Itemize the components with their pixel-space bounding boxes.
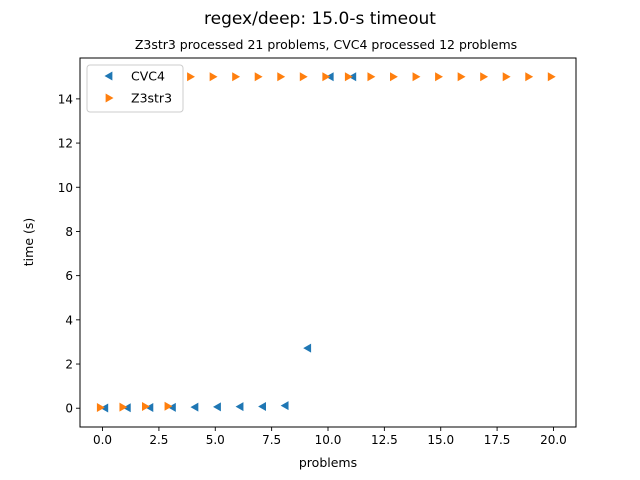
y-tick-label: 12	[58, 137, 73, 151]
x-tick-label: 10.0	[315, 433, 342, 447]
series-z3str3	[96, 72, 556, 413]
data-point	[254, 72, 263, 82]
legend-marker	[105, 93, 114, 103]
data-point	[190, 402, 199, 412]
data-point	[435, 72, 443, 82]
y-axis: 0 2 4 6 8 10 12 14	[58, 92, 80, 416]
y-tick-label: 4	[65, 313, 73, 327]
data-point	[187, 72, 195, 82]
x-tick-label: 20.0	[540, 433, 567, 447]
data-point	[145, 403, 154, 413]
data-point	[235, 402, 244, 412]
x-tick-label: 2.5	[149, 433, 168, 447]
data-point	[213, 402, 221, 412]
x-axis: 0.0 2.5 5.0 7.5 10.0 12.5 15.0 17.5 20.0	[93, 427, 567, 447]
y-tick-label: 6	[65, 269, 73, 283]
series-cvc4	[100, 72, 357, 413]
data-point	[303, 343, 312, 353]
data-point	[412, 72, 421, 82]
data-point	[277, 72, 286, 82]
x-tick-label: 15.0	[427, 433, 454, 447]
plot-frame	[79, 57, 577, 428]
data-point	[232, 72, 241, 82]
plot-area	[96, 72, 556, 413]
data-point	[547, 72, 556, 82]
data-point	[390, 72, 398, 82]
data-point	[142, 401, 150, 411]
x-tick-label: 12.5	[371, 433, 398, 447]
legend-label: CVC4	[131, 69, 165, 84]
y-tick-label: 14	[58, 92, 73, 106]
x-tick-label: 17.5	[484, 433, 511, 447]
data-point	[164, 401, 173, 411]
y-tick-label: 2	[65, 358, 73, 372]
data-point	[344, 72, 353, 82]
data-point	[525, 72, 534, 82]
data-point	[457, 72, 466, 82]
chart-subtitle: Z3str3 processed 21 problems, CVC4 proce…	[135, 37, 517, 52]
y-tick-label: 0	[65, 402, 73, 416]
data-point	[280, 401, 289, 411]
data-point	[119, 402, 128, 412]
y-tick-label: 10	[58, 181, 73, 195]
y-axis-label: time (s)	[21, 218, 36, 266]
data-point	[100, 403, 109, 413]
chart-title: regex/deep: 15.0-s timeout	[204, 9, 436, 29]
data-point	[322, 72, 331, 82]
data-point	[96, 403, 105, 413]
y-tick-label: 8	[65, 225, 73, 239]
legend-marker	[104, 71, 113, 81]
legend-label: Z3str3	[131, 91, 172, 106]
x-axis-label: problems	[299, 455, 357, 470]
data-point	[167, 402, 176, 412]
data-point	[502, 72, 511, 82]
data-point	[258, 401, 266, 411]
x-tick-label: 5.0	[206, 433, 225, 447]
data-point	[480, 72, 489, 82]
x-tick-label: 7.5	[262, 433, 281, 447]
data-point	[122, 403, 131, 413]
data-point	[209, 72, 218, 82]
data-point	[367, 72, 376, 82]
legend: CVC4 Z3str3	[86, 64, 184, 113]
data-point	[299, 72, 308, 82]
x-tick-label: 0.0	[93, 433, 112, 447]
